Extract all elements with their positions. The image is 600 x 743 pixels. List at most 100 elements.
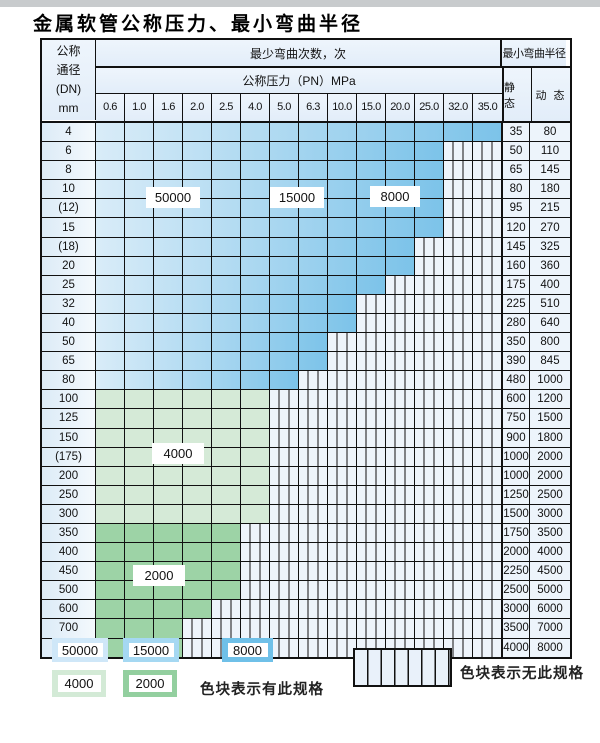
spec-cell — [96, 313, 125, 333]
spec-cell — [183, 275, 212, 294]
spec-available-cells — [96, 600, 212, 619]
spec-cell — [270, 371, 299, 390]
spec-cell — [299, 161, 328, 180]
spec-cell — [125, 237, 154, 256]
legend-swatch: 2000 — [123, 670, 177, 697]
dynamic-radius-value: 145 — [530, 161, 570, 180]
table-row: 32 225 510 — [42, 294, 570, 314]
dn-header-line: (DN) — [55, 82, 82, 96]
static-radius-value: 80 — [502, 180, 530, 199]
no-spec-cell — [473, 581, 502, 600]
no-spec-cell — [415, 504, 444, 523]
no-spec-cell — [444, 161, 473, 180]
static-radius-value: 350 — [502, 333, 530, 352]
spec-cell — [183, 199, 212, 218]
spec-cell — [154, 409, 183, 428]
no-spec-cell — [444, 409, 473, 428]
spec-cell — [328, 218, 357, 237]
spec-cell — [125, 600, 154, 619]
no-spec-cell — [473, 447, 502, 466]
no-spec-cell — [270, 390, 299, 409]
no-spec-cell — [270, 485, 299, 504]
spec-cell — [270, 142, 299, 161]
spec-cell — [125, 619, 154, 638]
no-spec-cell — [299, 485, 328, 504]
spec-cell — [125, 504, 154, 523]
spec-cell — [183, 218, 212, 237]
spec-available-cells — [96, 256, 415, 275]
pressure-column-label: 0.6 — [96, 94, 125, 121]
spec-cell — [212, 581, 241, 600]
legend-swatch: 15000 — [123, 638, 179, 662]
spec-available-cells — [96, 619, 183, 638]
dn-cell: 400 — [42, 543, 96, 562]
legend-swatch: 50000 — [52, 638, 108, 662]
no-spec-cell — [444, 142, 473, 161]
no-spec-cell — [473, 333, 502, 352]
no-spec-cell — [444, 581, 473, 600]
no-spec-cell — [299, 600, 328, 619]
spec-cell — [96, 409, 125, 428]
static-radius-value: 2250 — [502, 562, 530, 581]
no-spec-cell — [473, 504, 502, 523]
spec-cell — [125, 275, 154, 294]
spec-cell — [241, 180, 270, 199]
static-radius-value: 1250 — [502, 485, 530, 504]
no-spec-cell — [473, 485, 502, 504]
spec-cell — [212, 504, 241, 523]
dynamic-radius-value: 1500 — [530, 409, 570, 428]
legend-swatch-value: 15000 — [128, 643, 174, 658]
spec-cell — [212, 313, 241, 333]
no-spec-cell — [386, 447, 415, 466]
table-row: 15 120 270 — [42, 218, 570, 238]
table-row: 300 1500 3000 — [42, 504, 570, 524]
spec-cell — [357, 199, 386, 218]
spec-cell — [183, 161, 212, 180]
spec-cell — [212, 237, 241, 256]
spec-cell — [357, 256, 386, 275]
no-spec-cells — [415, 256, 502, 275]
spec-available-cells — [96, 294, 357, 313]
spec-cell — [357, 142, 386, 161]
bend-cycles-zone-label: 50000 — [146, 187, 200, 208]
no-spec-cell — [473, 352, 502, 371]
no-spec-cells — [270, 390, 502, 409]
dn-cell: 200 — [42, 466, 96, 485]
dn-cell: (12) — [42, 199, 96, 218]
dn-cell: 100 — [42, 390, 96, 409]
spec-cell — [183, 485, 212, 504]
table-row: 40 280 640 — [42, 313, 570, 334]
no-spec-cell — [444, 562, 473, 581]
static-header: 静 态 — [504, 68, 532, 121]
no-spec-cells — [386, 275, 502, 294]
no-spec-cell — [444, 466, 473, 485]
dynamic-radius-value: 1800 — [530, 428, 570, 447]
spec-cell — [212, 543, 241, 562]
spec-cell — [125, 447, 154, 466]
no-spec-cells — [444, 218, 502, 237]
spec-cell — [270, 123, 299, 142]
spec-cell — [299, 180, 328, 199]
pressure-column-label: 15.0 — [357, 94, 386, 121]
no-spec-cell — [444, 485, 473, 504]
no-spec-cell — [270, 504, 299, 523]
no-spec-cell — [270, 619, 299, 638]
spec-cell — [415, 180, 444, 199]
no-spec-cell — [473, 275, 502, 294]
dynamic-radius-value: 3500 — [530, 523, 570, 543]
no-spec-cell — [299, 619, 328, 638]
no-spec-cell — [444, 543, 473, 562]
bend-cycles-zone-label: 4000 — [152, 443, 204, 464]
no-spec-cells — [444, 199, 502, 218]
spec-available-cells — [96, 390, 270, 409]
spec-cell — [212, 562, 241, 581]
spec-cell — [473, 123, 502, 142]
no-spec-cell — [357, 504, 386, 523]
dn-cell: 125 — [42, 409, 96, 428]
no-spec-cell — [299, 638, 328, 657]
no-spec-cells — [241, 581, 502, 600]
no-spec-cell — [299, 371, 328, 390]
no-spec-cell — [357, 294, 386, 313]
spec-cell — [183, 409, 212, 428]
table-body: 4 35 80 6 50 110 8 65 145 10 80 180 (12) 95 215 15 120 27… — [42, 121, 570, 657]
